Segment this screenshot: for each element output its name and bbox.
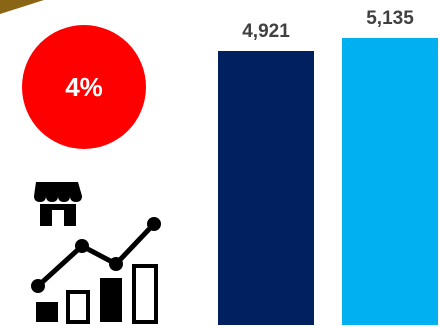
corner-accent-tab	[0, 0, 44, 14]
bar-2	[342, 38, 438, 325]
percent-change-badge: 4%	[22, 25, 146, 149]
bar-1	[218, 51, 314, 325]
store-growth-analytics-icon	[30, 174, 170, 324]
percent-change-label: 4%	[65, 71, 103, 102]
bar-value-label-2: 5,135	[366, 8, 414, 29]
bar-value-label-1: 4,921	[242, 21, 290, 42]
